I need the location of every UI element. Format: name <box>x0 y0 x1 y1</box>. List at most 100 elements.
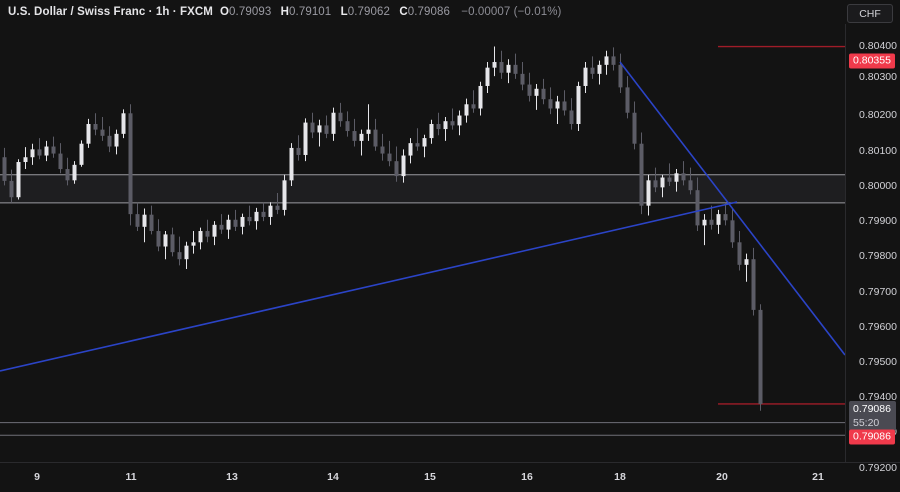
ohlc-values: O0.79093 H0.79101 L0.79062 C0.79086 −0.0… <box>220 6 561 18</box>
candle-body <box>233 219 238 227</box>
candle-body <box>443 121 448 130</box>
candle-body <box>730 220 735 243</box>
ohlc-low-key: L <box>340 6 348 18</box>
candle-body <box>604 56 609 65</box>
candle-body <box>737 242 742 265</box>
candle-body <box>548 99 553 109</box>
time-axis[interactable]: 9 11 13 14 15 16 18 20 21 <box>0 462 900 492</box>
price-tick-label: 0.80300 <box>859 71 897 83</box>
candle-body <box>534 88 539 96</box>
candle-body <box>758 309 763 404</box>
candle-body <box>352 131 357 141</box>
candle-body <box>226 219 231 230</box>
candle-body <box>709 219 714 225</box>
candle-body <box>156 231 161 247</box>
candle-body <box>128 113 133 215</box>
candle-body <box>72 164 77 181</box>
candle-body <box>373 129 378 147</box>
candle-body <box>632 112 637 144</box>
candle-body <box>177 252 182 260</box>
candle-body <box>555 101 560 109</box>
candle-body <box>520 73 525 85</box>
candle-body <box>23 157 28 163</box>
candle-body <box>198 231 203 243</box>
candle-body <box>324 125 329 134</box>
price-tick-label: 0.80400 <box>859 40 897 52</box>
currency-button[interactable]: CHF <box>847 4 893 23</box>
candle-body <box>478 85 483 109</box>
candle-body <box>9 180 14 198</box>
candle-body <box>261 211 266 217</box>
candle-body <box>366 129 371 134</box>
supply-zone-group <box>0 174 845 204</box>
ohlc-open-value: 0.79093 <box>229 6 272 18</box>
candle-body <box>254 211 259 222</box>
candle-body <box>583 67 588 86</box>
candle-body <box>716 214 721 225</box>
candle-body <box>590 67 595 74</box>
trendline-descending-resistance <box>619 61 845 356</box>
candle-body <box>597 64 602 74</box>
candle-body <box>212 224 217 237</box>
candle-body <box>170 234 175 253</box>
alert-price-badge[interactable]: 0.80355 <box>849 53 895 69</box>
time-tick-label: 15 <box>424 471 436 483</box>
candle-body <box>625 87 630 113</box>
candle-body <box>499 62 504 73</box>
candle-body <box>44 146 49 156</box>
candle-body <box>2 157 7 181</box>
candle-body <box>485 67 490 86</box>
ohlc-high-key: H <box>280 6 290 18</box>
candle-body <box>702 219 707 226</box>
candle-body <box>359 133 364 141</box>
candle-body <box>86 123 91 144</box>
ohlc-open-key: O <box>220 6 230 18</box>
supply-zone-fill <box>0 174 845 203</box>
candle-body <box>569 110 574 124</box>
ohlc-close: C0.79086 <box>399 6 450 18</box>
horizontal-lines-group <box>0 45 845 436</box>
bar-countdown-timer: 55:20 <box>853 417 880 429</box>
price-tick-label: 0.79700 <box>859 286 897 298</box>
last-price-value: 0.79086 <box>853 403 891 415</box>
candle-body <box>387 153 392 162</box>
price-tick-label: 0.79800 <box>859 250 897 262</box>
chart-plot-area[interactable] <box>0 24 845 462</box>
candle-body <box>142 214 147 227</box>
candle-body <box>114 133 119 147</box>
price-tick-label: 0.79200 <box>859 462 897 474</box>
candle-body <box>506 64 511 73</box>
candle-body <box>247 216 252 222</box>
time-tick-label: 13 <box>226 471 238 483</box>
ohlc-low: L0.79062 <box>341 6 390 18</box>
symbol-title[interactable]: U.S. Dollar / Swiss Franc · 1h · FXCM <box>8 6 213 18</box>
candle-body <box>415 143 420 147</box>
time-tick-label: 11 <box>125 471 137 483</box>
candle-body <box>541 88 546 100</box>
candle-body <box>275 205 280 210</box>
time-tick-label: 9 <box>34 471 40 483</box>
price-tick-label: 0.80100 <box>859 145 897 157</box>
candle-body <box>513 64 518 74</box>
last-price-info-box[interactable]: 0.79086 55:20 <box>849 401 896 431</box>
candle-body <box>16 162 21 198</box>
candle-body <box>436 123 441 130</box>
candle-body <box>646 180 651 206</box>
candle-body <box>135 214 140 227</box>
candle-body <box>184 245 189 260</box>
candle-body <box>149 214 154 232</box>
price-tick-label: 0.79600 <box>859 321 897 333</box>
candle-body <box>639 143 644 206</box>
candle-body <box>422 138 427 147</box>
ohlc-high-value: 0.79101 <box>289 6 332 18</box>
last-price-badge[interactable]: 0.79086 <box>849 429 895 445</box>
price-tick-label: 0.80000 <box>859 180 897 192</box>
ohlc-open: O0.79093 <box>220 6 271 18</box>
candle-body <box>191 242 196 246</box>
candle-body <box>205 231 210 237</box>
candle-body <box>429 123 434 139</box>
trendline-ascending-support <box>0 201 738 372</box>
price-tick-label: 0.79400 <box>859 391 897 403</box>
price-axis[interactable]: 0.80400 0.80300 0.80200 0.80100 0.80000 0.799… <box>845 24 900 474</box>
